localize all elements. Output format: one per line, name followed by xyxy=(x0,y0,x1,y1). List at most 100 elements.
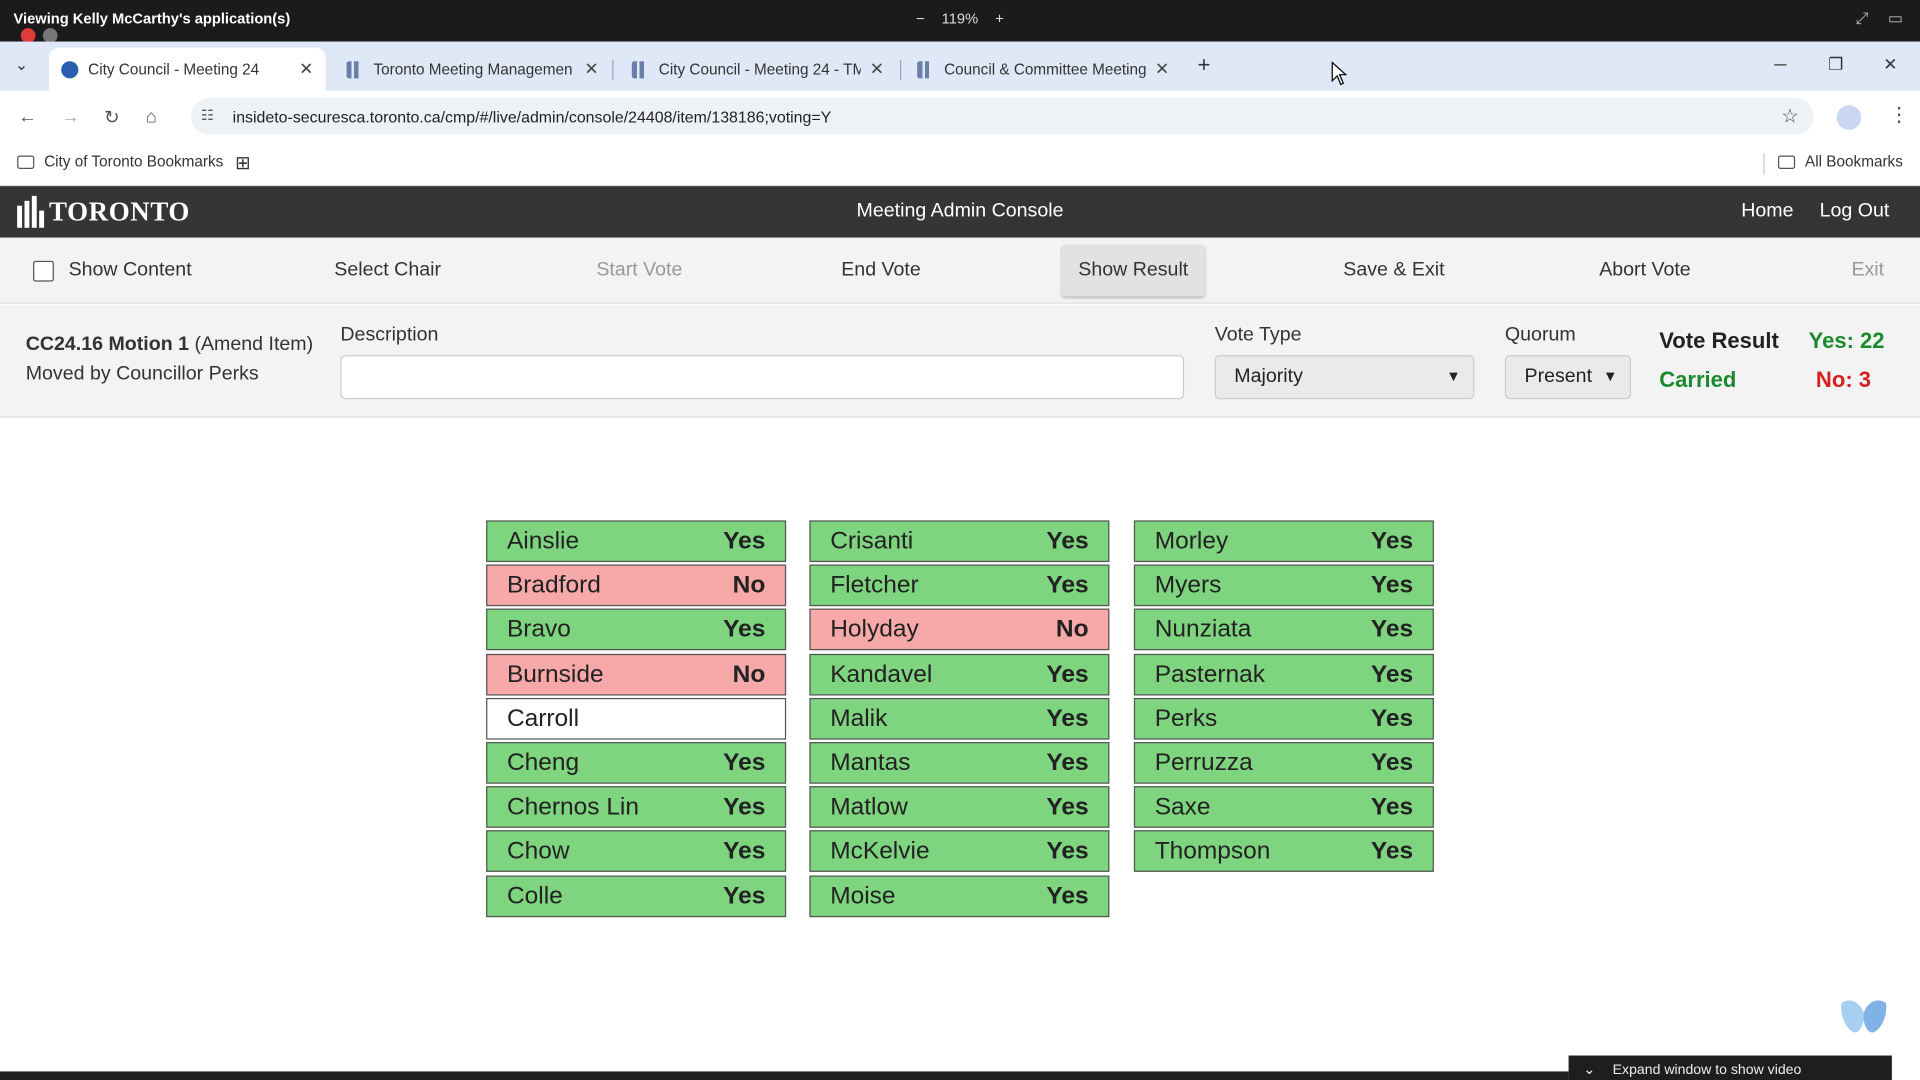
vote-value: Yes xyxy=(723,616,766,644)
vote-card[interactable]: Burnside No xyxy=(486,653,787,696)
vote-card[interactable]: Ainslie Yes xyxy=(486,520,787,563)
vote-value: Yes xyxy=(1370,793,1414,821)
start-vote-button[interactable]: Start Vote xyxy=(596,259,683,281)
vote-card[interactable]: Crisanti Yes xyxy=(809,520,1110,563)
vote-value: Yes xyxy=(723,749,766,777)
profile-avatar-icon[interactable] xyxy=(1836,105,1862,130)
save-exit-button[interactable]: Save & Exit xyxy=(1343,259,1445,281)
apps-grid-icon[interactable]: ⊞ xyxy=(235,153,251,174)
vote-value: Yes xyxy=(1370,616,1414,644)
vote-card[interactable]: Chernos Lin Yes xyxy=(486,786,787,828)
vote-card[interactable]: Colle Yes xyxy=(486,875,787,917)
exit-button[interactable]: Exit xyxy=(1851,259,1885,281)
show-result-button[interactable]: Show Result xyxy=(1061,244,1205,297)
vote-value: Yes xyxy=(1046,572,1089,600)
close-tab-icon[interactable]: ✕ xyxy=(869,58,885,79)
abort-vote-button[interactable]: Abort Vote xyxy=(1599,259,1691,281)
vote-card[interactable]: Kandavel Yes xyxy=(809,653,1110,696)
moved-by: Moved by Councillor Perks xyxy=(25,363,259,385)
vote-value: Yes xyxy=(1046,527,1089,555)
end-vote-button[interactable]: End Vote xyxy=(841,259,921,281)
toronto-logo[interactable]: TORONTO xyxy=(17,195,190,228)
new-tab-icon[interactable]: + xyxy=(1197,52,1211,78)
vote-card[interactable]: Moise Yes xyxy=(809,875,1110,917)
councillor-name: Pasternak xyxy=(1154,660,1265,688)
councillor-name: Crisanti xyxy=(830,527,914,555)
select-chair-button[interactable]: Select Chair xyxy=(334,259,442,281)
zoom-out-button[interactable]: − xyxy=(915,9,925,27)
url-text[interactable]: insideto-securesca.toronto.ca/cmp/#/live… xyxy=(232,107,832,127)
tab-city-council-meeting-24-tmi[interactable]: City Council - Meeting 24 - TMI ✕ xyxy=(620,48,897,91)
tab-toronto-meeting-management[interactable]: Toronto Meeting Management ✕ xyxy=(334,48,611,91)
share-screen-icon[interactable]: ▭ xyxy=(1887,8,1903,27)
vote-card[interactable]: Pasternak Yes xyxy=(1133,653,1434,696)
councillor-name: Chow xyxy=(506,838,570,865)
folder-icon xyxy=(1778,154,1796,169)
vote-card[interactable]: Carroll xyxy=(486,697,787,740)
councillor-name: Mantas xyxy=(830,749,911,777)
vote-card[interactable]: Bravo Yes xyxy=(486,609,787,651)
councillor-name: Thompson xyxy=(1154,838,1271,865)
zoom-level: 119% xyxy=(941,9,979,27)
vote-toolbar: Show Content Select Chair Start Vote End… xyxy=(0,237,1920,304)
vote-value: Yes xyxy=(1046,705,1089,733)
expand-video-banner[interactable]: ⌄ Expand window to show video xyxy=(1568,1055,1892,1080)
description-input[interactable] xyxy=(340,355,1185,400)
back-icon[interactable]: ← xyxy=(18,106,37,128)
site-info-icon[interactable]: ☷ xyxy=(200,106,215,124)
councillor-name: Morley xyxy=(1154,527,1229,555)
browser-menu-icon[interactable]: ⋮ xyxy=(1889,105,1909,127)
folder-icon xyxy=(17,154,35,169)
councillor-name: Perks xyxy=(1154,705,1218,733)
tab-city-council-meeting-24[interactable]: City Council - Meeting 24 ✕ xyxy=(48,47,326,91)
quorum-label: Quorum xyxy=(1504,324,1576,346)
vote-card[interactable]: Perruzza Yes xyxy=(1133,742,1434,784)
address-row: ← → ↻ ⌂ ☷ insideto-securesca.toronto.ca/… xyxy=(0,90,1920,143)
chevron-down-icon: ⌄ xyxy=(1583,1060,1596,1078)
vote-card[interactable]: Thompson Yes xyxy=(1133,830,1434,873)
all-bookmarks[interactable]: All Bookmarks xyxy=(1778,153,1903,170)
logout-link[interactable]: Log Out xyxy=(1819,200,1890,222)
close-tab-icon[interactable]: ✕ xyxy=(1155,58,1170,79)
close-tab-icon[interactable]: ✕ xyxy=(584,58,599,79)
vote-card[interactable]: Perks Yes xyxy=(1133,697,1434,740)
vote-card[interactable]: Myers Yes xyxy=(1133,564,1434,607)
motion-id: CC24.16 Motion 1 xyxy=(25,334,190,356)
city-hall-logo-icon xyxy=(17,195,45,228)
vote-card[interactable]: Mantas Yes xyxy=(809,742,1110,784)
stop-sharing-icon[interactable] xyxy=(20,28,36,43)
pop-out-icon[interactable]: ⤢ xyxy=(1855,8,1869,27)
vote-card[interactable]: Chow Yes xyxy=(486,830,787,873)
quorum-select[interactable]: Present ▼ xyxy=(1504,355,1632,400)
home-icon[interactable]: ⌂ xyxy=(145,106,157,128)
vote-card[interactable]: Cheng Yes xyxy=(486,742,787,784)
vote-card[interactable]: McKelvie Yes xyxy=(809,830,1110,873)
vote-value: No xyxy=(1055,616,1089,644)
close-tab-icon[interactable]: ✕ xyxy=(299,58,314,79)
vote-card[interactable]: Malik Yes xyxy=(809,697,1110,740)
vote-card[interactable]: Morley Yes xyxy=(1133,520,1434,563)
vote-card[interactable]: Holyday No xyxy=(809,609,1110,651)
forward-icon[interactable]: → xyxy=(61,106,80,128)
vote-card[interactable]: Saxe Yes xyxy=(1133,786,1434,828)
show-content-checkbox[interactable] xyxy=(33,260,54,282)
address-bar[interactable]: ☷ insideto-securesca.toronto.ca/cmp/#/li… xyxy=(191,97,1814,135)
vote-card[interactable]: Matlow Yes xyxy=(809,786,1110,828)
minimize-icon[interactable]: ─ xyxy=(1774,53,1787,74)
vote-card[interactable]: Nunziata Yes xyxy=(1133,609,1434,651)
restore-icon[interactable]: ❐ xyxy=(1828,53,1844,74)
vote-card[interactable]: Bradford No xyxy=(486,564,787,607)
home-link[interactable]: Home xyxy=(1741,200,1794,222)
close-window-icon[interactable]: ✕ xyxy=(1883,53,1898,74)
vote-type-select[interactable]: Majority ▼ xyxy=(1214,355,1475,400)
reload-icon[interactable]: ↻ xyxy=(104,107,120,129)
bookmark-star-icon[interactable]: ☆ xyxy=(1781,106,1799,128)
vote-value: Yes xyxy=(723,882,766,910)
vote-card[interactable]: Fletcher Yes xyxy=(809,564,1110,607)
zoom-in-button[interactable]: + xyxy=(995,9,1004,27)
bookmark-city-of-toronto[interactable]: City of Toronto Bookmarks xyxy=(17,153,223,170)
tab-council-committee-meetings[interactable]: Council & Committee Meetings ✕ xyxy=(905,48,1182,91)
show-content-label[interactable]: Show Content xyxy=(68,259,192,281)
tab-search-chevron-icon[interactable]: ⌄ xyxy=(14,55,29,74)
vote-value: Yes xyxy=(1370,838,1414,865)
